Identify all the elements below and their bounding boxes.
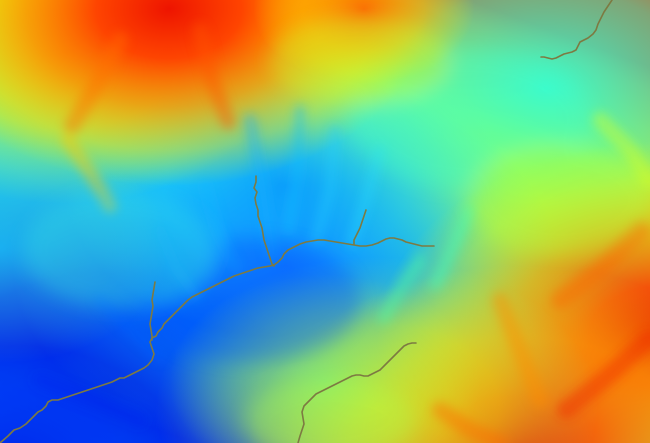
dem-spur-ridges xyxy=(61,22,650,443)
stream-reach-northeast-tributary[interactable] xyxy=(353,209,367,245)
stream-reach-north-tributary-upper[interactable] xyxy=(253,175,275,267)
dem-smoothing-pass xyxy=(24,16,650,443)
stream-reach-west-tributary[interactable] xyxy=(149,281,156,341)
stream-reaches-group[interactable] xyxy=(0,0,613,443)
stream-reach-confluence-to-east-reach[interactable] xyxy=(273,237,435,266)
stream-reach-south-tributary[interactable] xyxy=(297,342,417,443)
stream-reach-main-stem-river[interactable] xyxy=(0,264,275,443)
stream-reach-northeast-corner-stream[interactable] xyxy=(540,0,613,60)
